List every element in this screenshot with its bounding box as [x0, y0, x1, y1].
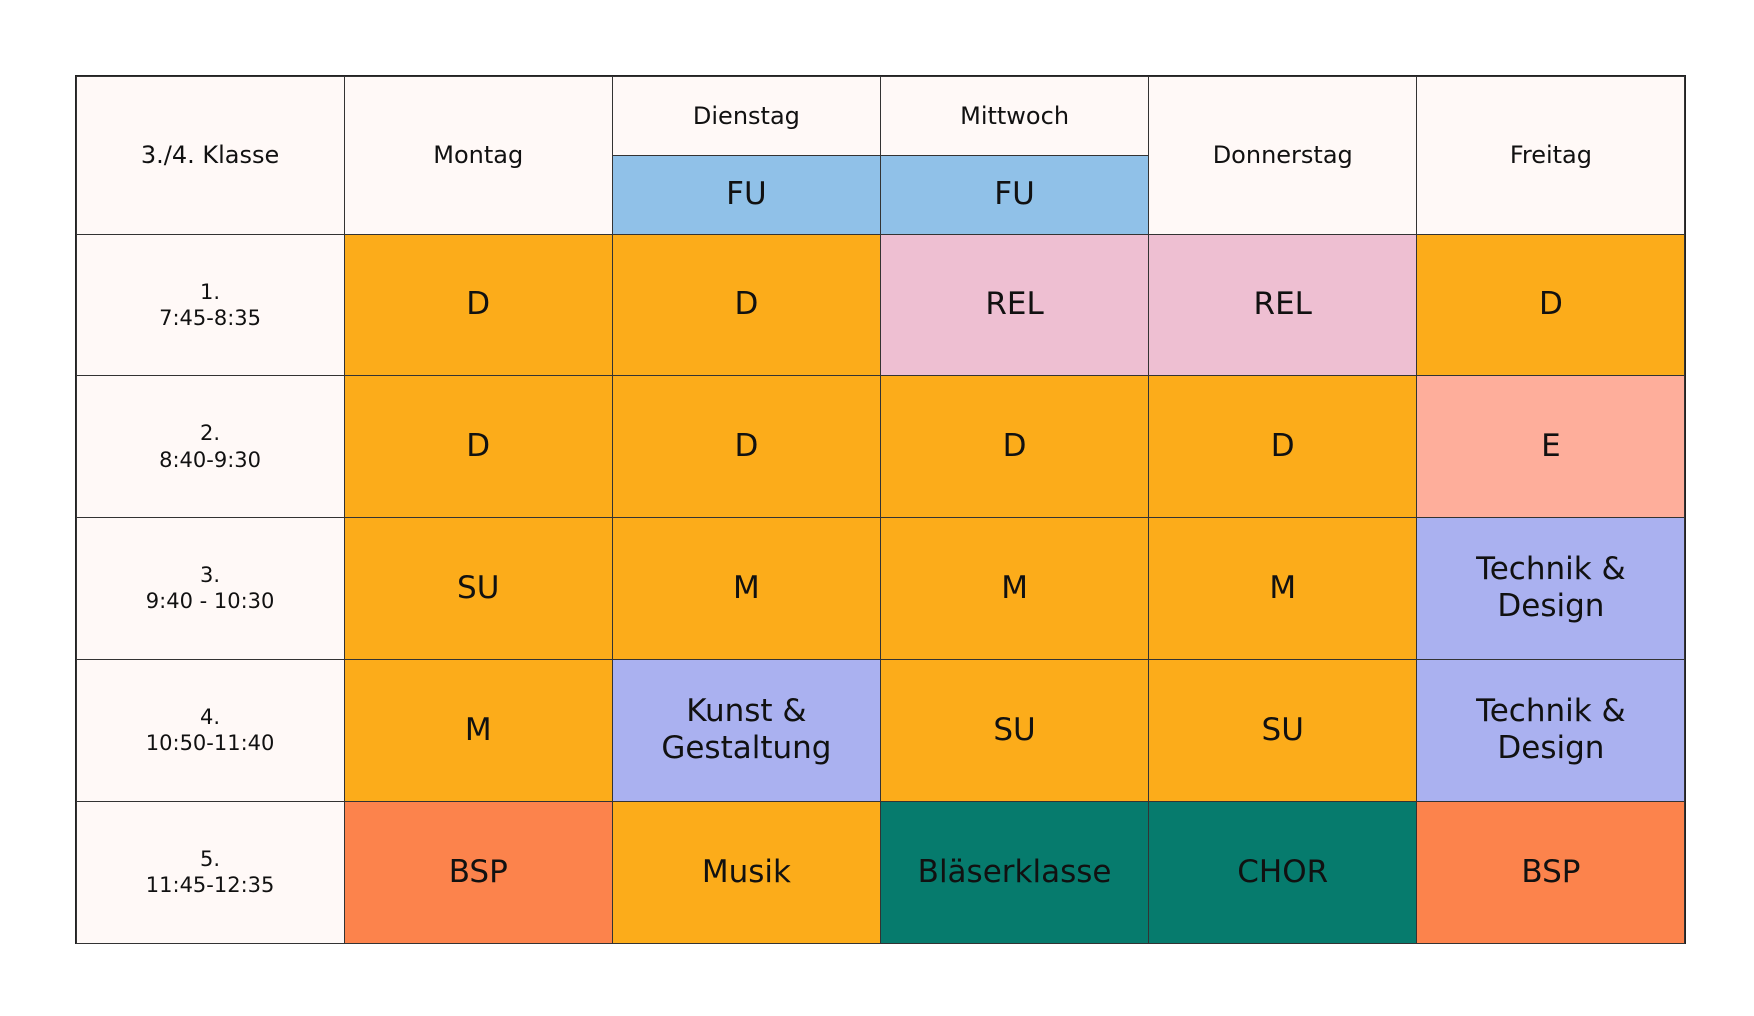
- timetable: 3./4. Klasse Montag Dienstag Mittwoch Do…: [75, 75, 1686, 944]
- corner-header: 3./4. Klasse: [75, 75, 345, 235]
- period-number: 2.: [200, 421, 221, 446]
- lesson-cell: M: [343, 658, 613, 802]
- lesson-cell: D: [611, 233, 881, 377]
- lesson-cell: CHOR: [1148, 800, 1418, 944]
- period-label: 4. 10:50-11:40: [75, 658, 345, 802]
- lesson-cell: D: [879, 375, 1150, 519]
- lesson-cell: BSP: [1416, 800, 1686, 944]
- period-label: 1. 7:45-8:35: [75, 233, 345, 377]
- lesson-cell: Technik & Design: [1416, 517, 1686, 660]
- lesson-cell: M: [879, 517, 1150, 660]
- lesson-cell: D: [1148, 375, 1418, 519]
- lesson-cell: M: [611, 517, 881, 660]
- day-header-mittwoch: Mittwoch: [879, 75, 1150, 156]
- lesson-cell: Musik: [611, 800, 881, 944]
- lesson-cell: Bläserklasse: [879, 800, 1150, 944]
- period-label: 5. 11:45-12:35: [75, 800, 345, 944]
- period-label: 2. 8:40-9:30: [75, 375, 345, 519]
- lesson-cell: SU: [879, 658, 1150, 802]
- period-label: 3. 9:40 - 10:30: [75, 517, 345, 660]
- day-header-donnerstag: Donnerstag: [1148, 75, 1418, 235]
- fu-label-dienstag: FU: [611, 154, 881, 235]
- period-number: 4.: [200, 705, 221, 730]
- lesson-cell: Technik & Design: [1416, 658, 1686, 802]
- lesson-cell: D: [343, 375, 613, 519]
- period-number: 1.: [200, 279, 221, 304]
- period-number: 5.: [200, 846, 221, 871]
- lesson-cell: BSP: [343, 800, 613, 944]
- lesson-cell: D: [1416, 233, 1686, 377]
- lesson-cell: SU: [1148, 658, 1418, 802]
- lesson-cell: Kunst & Gestaltung: [611, 658, 881, 802]
- lesson-cell: D: [343, 233, 613, 377]
- period-time: 11:45-12:35: [145, 873, 275, 898]
- period-time: 7:45-8:35: [159, 305, 262, 330]
- lesson-cell: REL: [1148, 233, 1418, 377]
- period-time: 10:50-11:40: [145, 731, 275, 756]
- period-time: 9:40 - 10:30: [145, 589, 275, 614]
- lesson-cell: D: [611, 375, 881, 519]
- lesson-cell: M: [1148, 517, 1418, 660]
- lesson-cell: SU: [343, 517, 613, 660]
- day-header-dienstag: Dienstag: [611, 75, 881, 156]
- lesson-cell: REL: [879, 233, 1150, 377]
- day-header-montag: Montag: [343, 75, 613, 235]
- lesson-cell: E: [1416, 375, 1686, 519]
- period-number: 3.: [200, 563, 221, 588]
- fu-label-mittwoch: FU: [879, 154, 1150, 235]
- period-time: 8:40-9:30: [159, 447, 262, 472]
- day-header-freitag: Freitag: [1416, 75, 1686, 235]
